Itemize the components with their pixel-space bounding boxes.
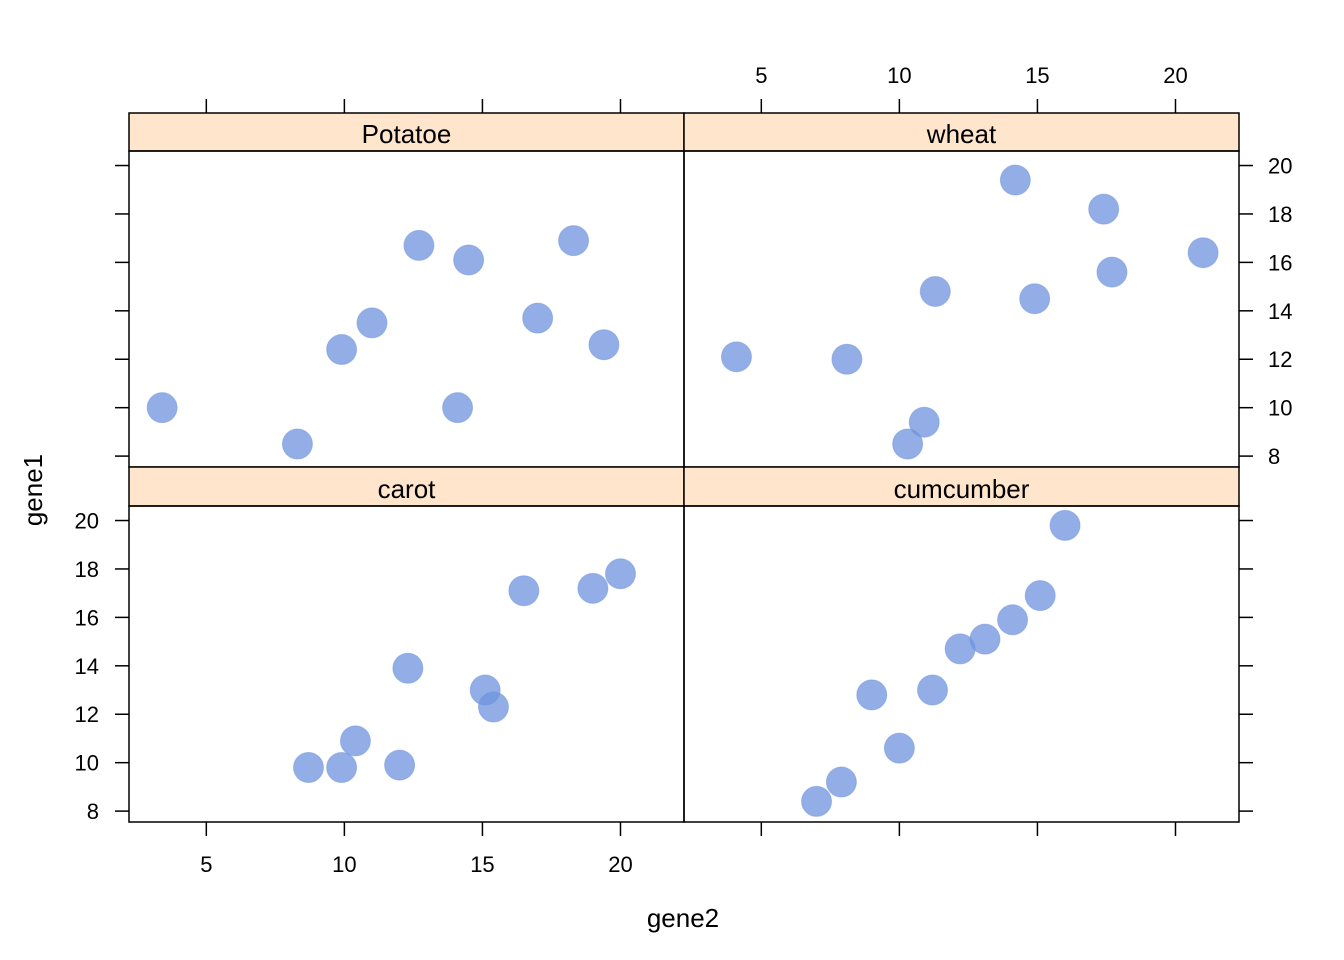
x-tick-label: 5 <box>755 63 767 88</box>
panel-potatoe: Potatoe <box>128 112 685 468</box>
data-point <box>522 302 554 334</box>
data-point <box>384 749 416 781</box>
data-point <box>146 392 178 424</box>
data-point <box>801 785 833 817</box>
data-point <box>442 392 474 424</box>
strip-label: Potatoe <box>362 119 452 149</box>
data-point <box>588 329 620 361</box>
data-point <box>339 725 371 757</box>
data-point <box>577 572 609 604</box>
data-point <box>508 575 540 607</box>
data-point <box>392 652 424 684</box>
strip-label: carot <box>378 474 437 504</box>
strip <box>128 466 685 507</box>
x-tick-label: 10 <box>332 852 356 877</box>
x-tick-label: 10 <box>887 63 911 88</box>
panel-border <box>683 150 1240 468</box>
data-point <box>999 164 1031 196</box>
x-tick-label: 20 <box>608 852 632 877</box>
panel-border <box>128 150 685 468</box>
y-tick-label: 20 <box>1268 154 1292 179</box>
panel-border <box>683 505 1240 823</box>
data-point <box>919 275 951 307</box>
y-tick-label: 12 <box>75 702 99 727</box>
strip-label: cumcumber <box>894 474 1030 504</box>
data-point <box>326 334 358 366</box>
data-point <box>883 732 915 764</box>
data-point <box>1088 193 1120 225</box>
y-tick-label: 16 <box>75 605 99 630</box>
y-tick-label: 14 <box>75 654 99 679</box>
x-tick-label: 15 <box>470 852 494 877</box>
data-point <box>856 679 888 711</box>
data-point <box>1019 283 1051 315</box>
data-point <box>281 428 313 460</box>
data-point <box>917 674 949 706</box>
y-tick-label: 8 <box>1268 444 1280 469</box>
data-point <box>292 752 324 784</box>
data-point <box>892 428 924 460</box>
y-tick-label: 12 <box>1268 347 1292 372</box>
x-axis-label: gene2 <box>647 903 719 933</box>
data-point <box>1049 509 1081 541</box>
y-tick-label: 10 <box>75 751 99 776</box>
y-tick-label: 16 <box>1268 250 1292 275</box>
y-tick-label: 18 <box>75 557 99 582</box>
y-tick-label: 14 <box>1268 299 1292 324</box>
data-point <box>1024 580 1056 612</box>
data-point <box>997 604 1029 636</box>
data-point <box>720 341 752 373</box>
x-tick-label: 15 <box>1025 63 1049 88</box>
y-tick-label: 20 <box>75 509 99 534</box>
y-tick-label: 10 <box>1268 396 1292 421</box>
data-point <box>825 766 857 798</box>
data-point <box>908 406 940 438</box>
data-point <box>356 307 388 339</box>
data-point <box>1096 256 1128 288</box>
y-tick-label: 8 <box>87 799 99 824</box>
data-point <box>403 229 435 261</box>
strip <box>683 112 1240 152</box>
x-tick-label: 20 <box>1163 63 1187 88</box>
panel-cumcumber: cumcumber <box>683 466 1240 823</box>
strip <box>128 112 685 152</box>
data-point <box>1187 237 1219 269</box>
data-point <box>831 343 863 375</box>
data-point <box>969 623 1001 655</box>
data-point <box>604 558 636 590</box>
strip-label: wheat <box>926 119 997 149</box>
x-tick-label: 5 <box>200 852 212 877</box>
data-point <box>477 691 509 723</box>
data-point <box>326 752 358 784</box>
panel-wheat: wheat <box>683 112 1240 468</box>
data-point <box>558 225 590 257</box>
y-axis-label: gene1 <box>18 454 48 526</box>
panel-carot: carot <box>128 466 685 823</box>
data-point <box>453 244 485 276</box>
y-tick-label: 18 <box>1268 202 1292 227</box>
